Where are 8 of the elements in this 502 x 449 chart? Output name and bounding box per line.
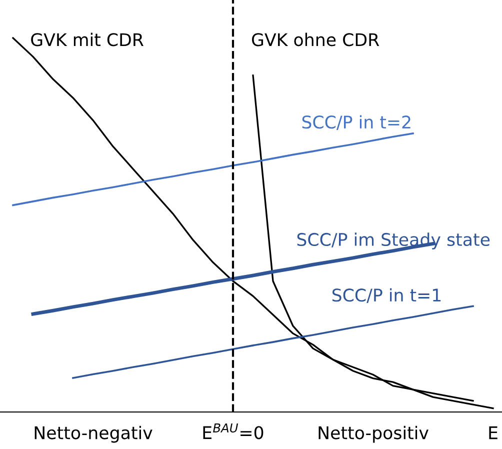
x-tick-label: E$^{BAU}$=0	[203, 423, 264, 440]
series-label: GVK ohne CDR	[252, 32, 380, 46]
series-label: SCC/P in t=2	[302, 115, 410, 130]
series-label: SCC/P in t=1	[332, 288, 441, 304]
x-tick-label: Netto-negativ	[34, 426, 152, 443]
series-label: GVK mit CDR	[31, 32, 144, 46]
x-tick-label: E	[489, 426, 498, 440]
x-tick-label: Netto-positiv	[318, 426, 428, 443]
